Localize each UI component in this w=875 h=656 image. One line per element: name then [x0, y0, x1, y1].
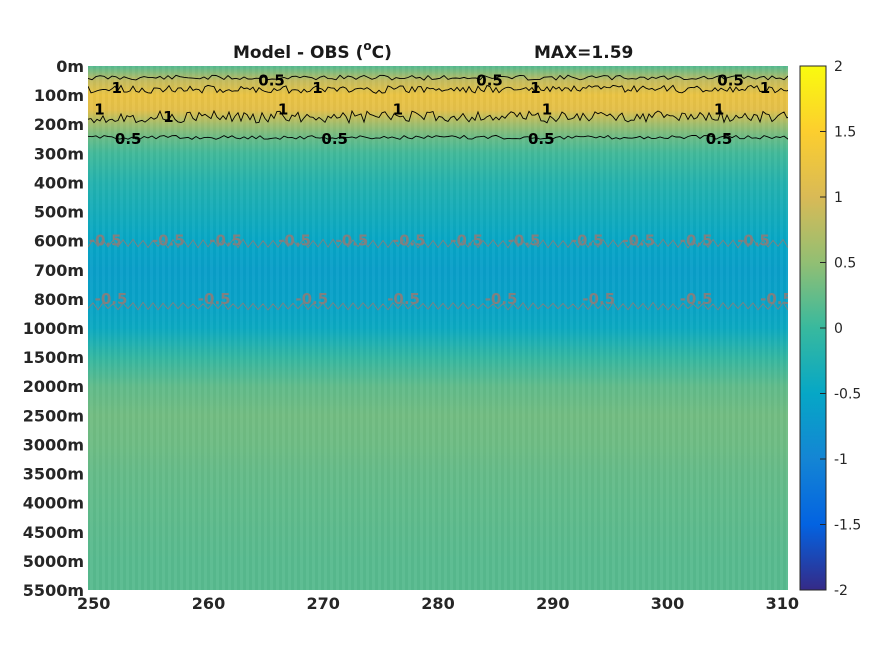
colorbar-tick-label: -2 — [834, 583, 848, 599]
colorbar-tick-label: -1 — [834, 452, 848, 468]
colorbar-tick-label: 0.5 — [834, 256, 856, 272]
y-tick-label: 4500m — [23, 523, 84, 542]
x-tick-label: 270 — [306, 594, 339, 613]
contour-label: 1 — [393, 101, 403, 119]
y-tick-label: 1500m — [23, 348, 84, 367]
contour-label: 1 — [760, 79, 770, 97]
contour-label: -0.5 — [622, 232, 655, 250]
contour-label: -0.5 — [680, 290, 713, 308]
colorbar-tick-label: 2 — [834, 59, 843, 75]
y-tick-label: 600m — [34, 232, 84, 251]
contour-label: 1 — [278, 101, 288, 119]
x-axis: 250 260 270 280 290 300 310 — [77, 594, 799, 613]
contour-label: 1 — [111, 79, 121, 97]
contour-line-upper-1 — [88, 84, 788, 95]
x-tick-label: 290 — [536, 594, 569, 613]
x-tick-label: 250 — [77, 594, 110, 613]
y-tick-label: 0m — [56, 57, 84, 76]
contour-label: -0.5 — [295, 290, 328, 308]
colorbar-tick-label: -1.5 — [834, 518, 861, 534]
contour-label: 0.5 — [476, 72, 503, 90]
y-tick-label: 1000m — [23, 319, 84, 338]
contour-label: 0.5 — [115, 130, 142, 148]
x-tick-label: 300 — [651, 594, 684, 613]
colorbar-tick-label: 1 — [834, 190, 843, 206]
contour-line-neg-05-upper — [88, 238, 788, 249]
contour-label: -0.5 — [198, 290, 231, 308]
y-tick-label: 2000m — [23, 377, 84, 396]
contour-label: 1 — [530, 79, 540, 97]
contour-label: -0.5 — [485, 290, 518, 308]
y-tick-label: 800m — [34, 290, 84, 309]
contour-label: -0.5 — [571, 232, 604, 250]
contour-label: -0.5 — [152, 232, 185, 250]
contour-label: 0.5 — [706, 130, 733, 148]
contour-label: 0.5 — [321, 130, 348, 148]
contour-line-lower-1 — [88, 109, 788, 125]
x-tick-label: 280 — [421, 594, 454, 613]
contour-label: 1 — [163, 108, 173, 126]
chart-max-label: MAX=1.59 — [534, 43, 633, 63]
y-tick-label: 3500m — [23, 465, 84, 484]
y-tick-label: 3000m — [23, 435, 84, 454]
y-axis: 0m 100m 200m 300m 400m 500m 600m 700m 800m 1000m 1… — [23, 57, 84, 600]
contour-label: -0.5 — [450, 232, 483, 250]
contour-label: -0.5 — [209, 232, 242, 250]
contour-label: -0.5 — [278, 232, 311, 250]
heatmap-texture — [88, 66, 788, 590]
y-tick-label: 2500m — [23, 406, 84, 425]
contour-label: -0.5 — [387, 290, 420, 308]
y-tick-label: 5000m — [23, 552, 84, 571]
contour-label: 0.5 — [258, 72, 285, 90]
contour-label: -0.5 — [393, 232, 426, 250]
contour-label: -0.5 — [89, 232, 122, 250]
y-tick-label: 200m — [34, 115, 84, 134]
x-tick-label: 260 — [192, 594, 225, 613]
contour-label: -0.5 — [582, 290, 615, 308]
x-tick-label: 310 — [766, 594, 799, 613]
y-tick-label: 100m — [34, 86, 84, 105]
colorbar-tick-label: 0 — [834, 321, 843, 337]
contour-lines — [88, 74, 788, 311]
colorbar-tick-label: -0.5 — [834, 387, 861, 403]
contour-label: -0.5 — [680, 232, 713, 250]
contour-line-neg-05-lower — [88, 301, 788, 311]
contour-label: -0.5 — [508, 232, 541, 250]
contour-label: -0.5 — [737, 232, 770, 250]
colorbar-tick-label: 1.5 — [834, 125, 856, 141]
contour-label: 0.5 — [717, 72, 744, 90]
y-tick-label: 300m — [34, 144, 84, 163]
contour-label: 1 — [714, 101, 724, 119]
y-tick-label: 400m — [34, 173, 84, 192]
chart-title: Model - OBS (oC) — [233, 39, 392, 63]
y-tick-label: 5500m — [23, 581, 84, 600]
contour-label: -0.5 — [335, 232, 368, 250]
y-tick-label: 4000m — [23, 494, 84, 513]
contour-label: 1 — [312, 79, 322, 97]
colorbar-axis: 2 1.5 1 0.5 0 -0.5 -1 -1.5 -2 — [820, 59, 861, 599]
contour-label: 1 — [94, 101, 104, 119]
y-tick-label: 700m — [34, 261, 84, 280]
contour-label: -0.5 — [760, 290, 793, 308]
contour-line-upper-05 — [88, 74, 788, 81]
contour-label: -0.5 — [95, 290, 128, 308]
contour-line-lower-05 — [88, 134, 788, 140]
y-tick-label: 500m — [34, 203, 84, 222]
contour-label: 1 — [542, 101, 552, 119]
contour-label: 0.5 — [528, 130, 555, 148]
